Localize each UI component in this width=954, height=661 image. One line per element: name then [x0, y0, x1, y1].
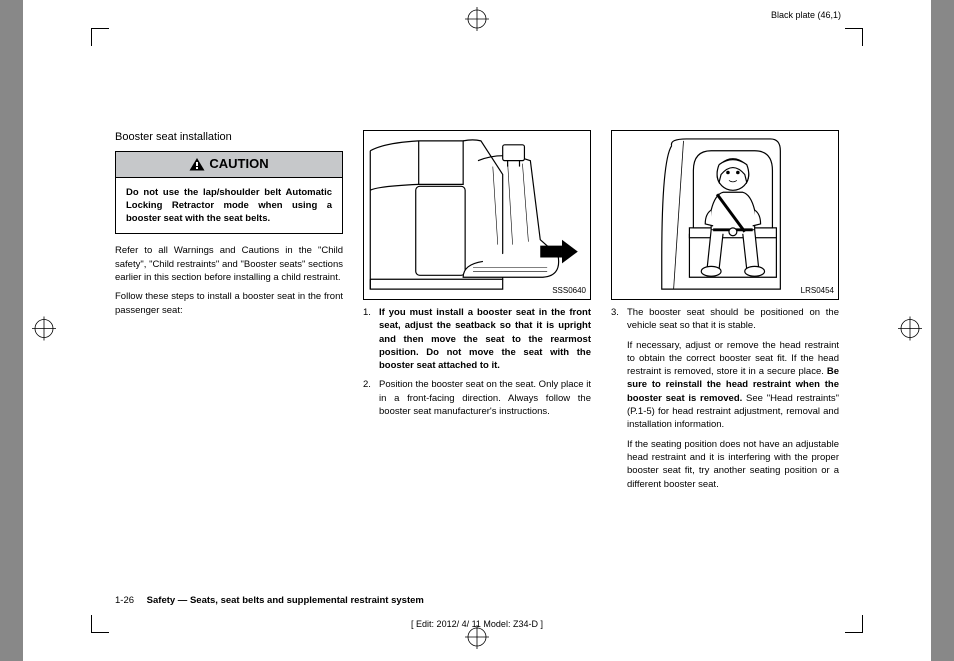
warning-icon — [189, 157, 205, 171]
list-item: 1. If you must install a booster seat in… — [363, 306, 591, 372]
step-list: 1. If you must install a booster seat in… — [363, 306, 591, 418]
item-number: 2. — [363, 378, 371, 391]
registration-mark-right — [895, 313, 925, 348]
registration-mark-top — [462, 4, 492, 39]
child-illustration — [612, 131, 838, 299]
list-item: 3. The booster seat should be positioned… — [611, 306, 839, 333]
page-number: 1-26 — [115, 595, 134, 606]
paragraph: Refer to all Warnings and Cautions in th… — [115, 244, 343, 284]
page-footer: 1-26 Safety — Seats, seat belts and supp… — [115, 595, 424, 606]
figure-child: LRS0454 — [611, 130, 839, 300]
figure-label: SSS0640 — [552, 285, 586, 296]
edit-info: [ Edit: 2012/ 4/ 11 Model: Z34-D ] — [411, 619, 543, 629]
list-text: Position the booster seat on the seat. O… — [379, 379, 591, 417]
list-item: 2. Position the booster seat on the seat… — [363, 378, 591, 418]
caution-body: Do not use the lap/shoulder belt Automat… — [115, 178, 343, 235]
figure-seat: SSS0640 — [363, 130, 591, 300]
text: If necessary, adjust or remove the head … — [627, 340, 839, 378]
paragraph: If necessary, adjust or remove the head … — [611, 339, 839, 432]
caution-label: CAUTION — [209, 155, 268, 173]
content-area: Booster seat installation CAUTION Do not… — [115, 130, 839, 497]
registration-mark-left — [29, 313, 59, 348]
list-text: The booster seat should be positioned on… — [627, 307, 839, 331]
step-list: 3. The booster seat should be positioned… — [611, 306, 839, 333]
paragraph: Follow these steps to install a booster … — [115, 290, 343, 317]
item-number: 1. — [363, 306, 371, 319]
caution-header: CAUTION — [115, 151, 343, 177]
list-text: If you must install a booster seat in th… — [379, 307, 591, 371]
black-plate-label: Black plate (46,1) — [771, 10, 841, 20]
section-title: Safety — Seats, seat belts and supplemen… — [147, 595, 424, 606]
crop-mark-bottom-right — [845, 615, 863, 633]
crop-mark-top-right — [845, 28, 863, 46]
crop-mark-top-left — [91, 28, 109, 46]
manual-page: Black plate (46,1) Booster seat installa… — [23, 0, 931, 661]
column-2: SSS0640 1. If you must install a booster… — [363, 130, 591, 497]
figure-label: LRS0454 — [801, 285, 834, 296]
seat-illustration — [364, 131, 590, 299]
column-1: Booster seat installation CAUTION Do not… — [115, 130, 343, 497]
paragraph: If the seating position does not have an… — [611, 438, 839, 491]
subheading: Booster seat installation — [115, 130, 343, 145]
column-3: LRS0454 3. The booster seat should be po… — [611, 130, 839, 497]
item-number: 3. — [611, 306, 619, 319]
crop-mark-bottom-left — [91, 615, 109, 633]
